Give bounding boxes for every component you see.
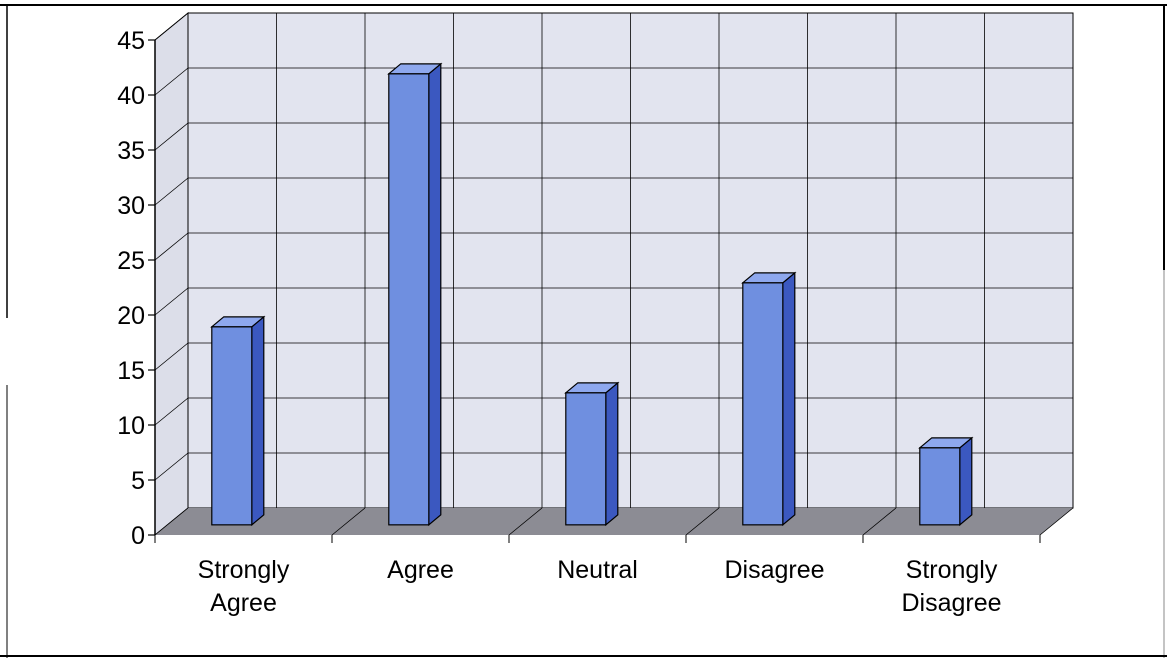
- x-tick-label-line: Disagree: [724, 556, 824, 584]
- bar-front: [388, 73, 430, 526]
- x-tick-label-line: Neutral: [557, 556, 638, 584]
- x-tick-label-line: Agree: [210, 589, 277, 617]
- y-tick-label: 35: [117, 137, 145, 165]
- bar-side: [428, 62, 442, 527]
- bar-side: [959, 436, 973, 527]
- x-tick-label: Strongly Disagree: [901, 556, 1001, 617]
- gridlines: [154, 12, 1074, 543]
- y-axis: [148, 39, 156, 536]
- bar: [741, 271, 797, 527]
- h-gridline-side: [154, 232, 189, 261]
- bar-front: [211, 326, 253, 526]
- bar-front: [565, 392, 607, 526]
- x-tick-label-line: Agree: [387, 556, 454, 584]
- floor: [155, 508, 1073, 535]
- y-tick-label: 45: [117, 27, 145, 55]
- y-tick-label: 0: [131, 522, 145, 550]
- y-tick-label: 5: [131, 467, 145, 495]
- x-tick-label: Agree: [387, 556, 454, 584]
- floor-divider: [862, 507, 897, 536]
- y-tick-label: 15: [117, 357, 145, 385]
- x-tick-label: Neutral: [557, 556, 638, 584]
- y-tick-labels: 0 5 10 15 20 25 30 35 40 45: [117, 27, 145, 550]
- h-gridline-side: [154, 452, 189, 481]
- y-tick-label: 10: [117, 412, 145, 440]
- h-gridline-side: [154, 287, 189, 316]
- bar: [210, 315, 266, 527]
- bar-side: [251, 315, 265, 527]
- y-tick-label: 40: [117, 82, 145, 110]
- floor-divider: [1039, 507, 1074, 536]
- h-gridline-side: [154, 177, 189, 206]
- bar-side: [605, 381, 619, 527]
- floor-divider: [154, 507, 189, 536]
- bar: [918, 436, 974, 527]
- x-tick-label: Disagree: [724, 556, 824, 584]
- h-gridline-side: [154, 122, 189, 151]
- y-tick-label: 30: [117, 192, 145, 220]
- bar-front: [919, 447, 961, 526]
- x-tick-label-line: Strongly: [198, 556, 290, 584]
- h-gridline-side: [154, 342, 189, 371]
- bar: [387, 62, 443, 527]
- h-gridline-side: [154, 67, 189, 96]
- x-tick-label-line: Disagree: [901, 589, 1001, 617]
- h-gridline-side: [154, 12, 189, 41]
- floor-divider: [331, 507, 366, 536]
- x-tick-label-line: Strongly: [906, 556, 998, 584]
- h-gridline-side: [154, 397, 189, 426]
- y-tick-label: 20: [117, 302, 145, 330]
- floor-divider: [508, 507, 543, 536]
- floor-divider: [685, 507, 720, 536]
- bar: [564, 381, 620, 527]
- bar-side: [782, 271, 796, 527]
- x-tick-label: Strongly Agree: [198, 556, 290, 617]
- bar-front: [742, 282, 784, 526]
- y-tick-label: 25: [117, 247, 145, 275]
- bars: [210, 62, 974, 527]
